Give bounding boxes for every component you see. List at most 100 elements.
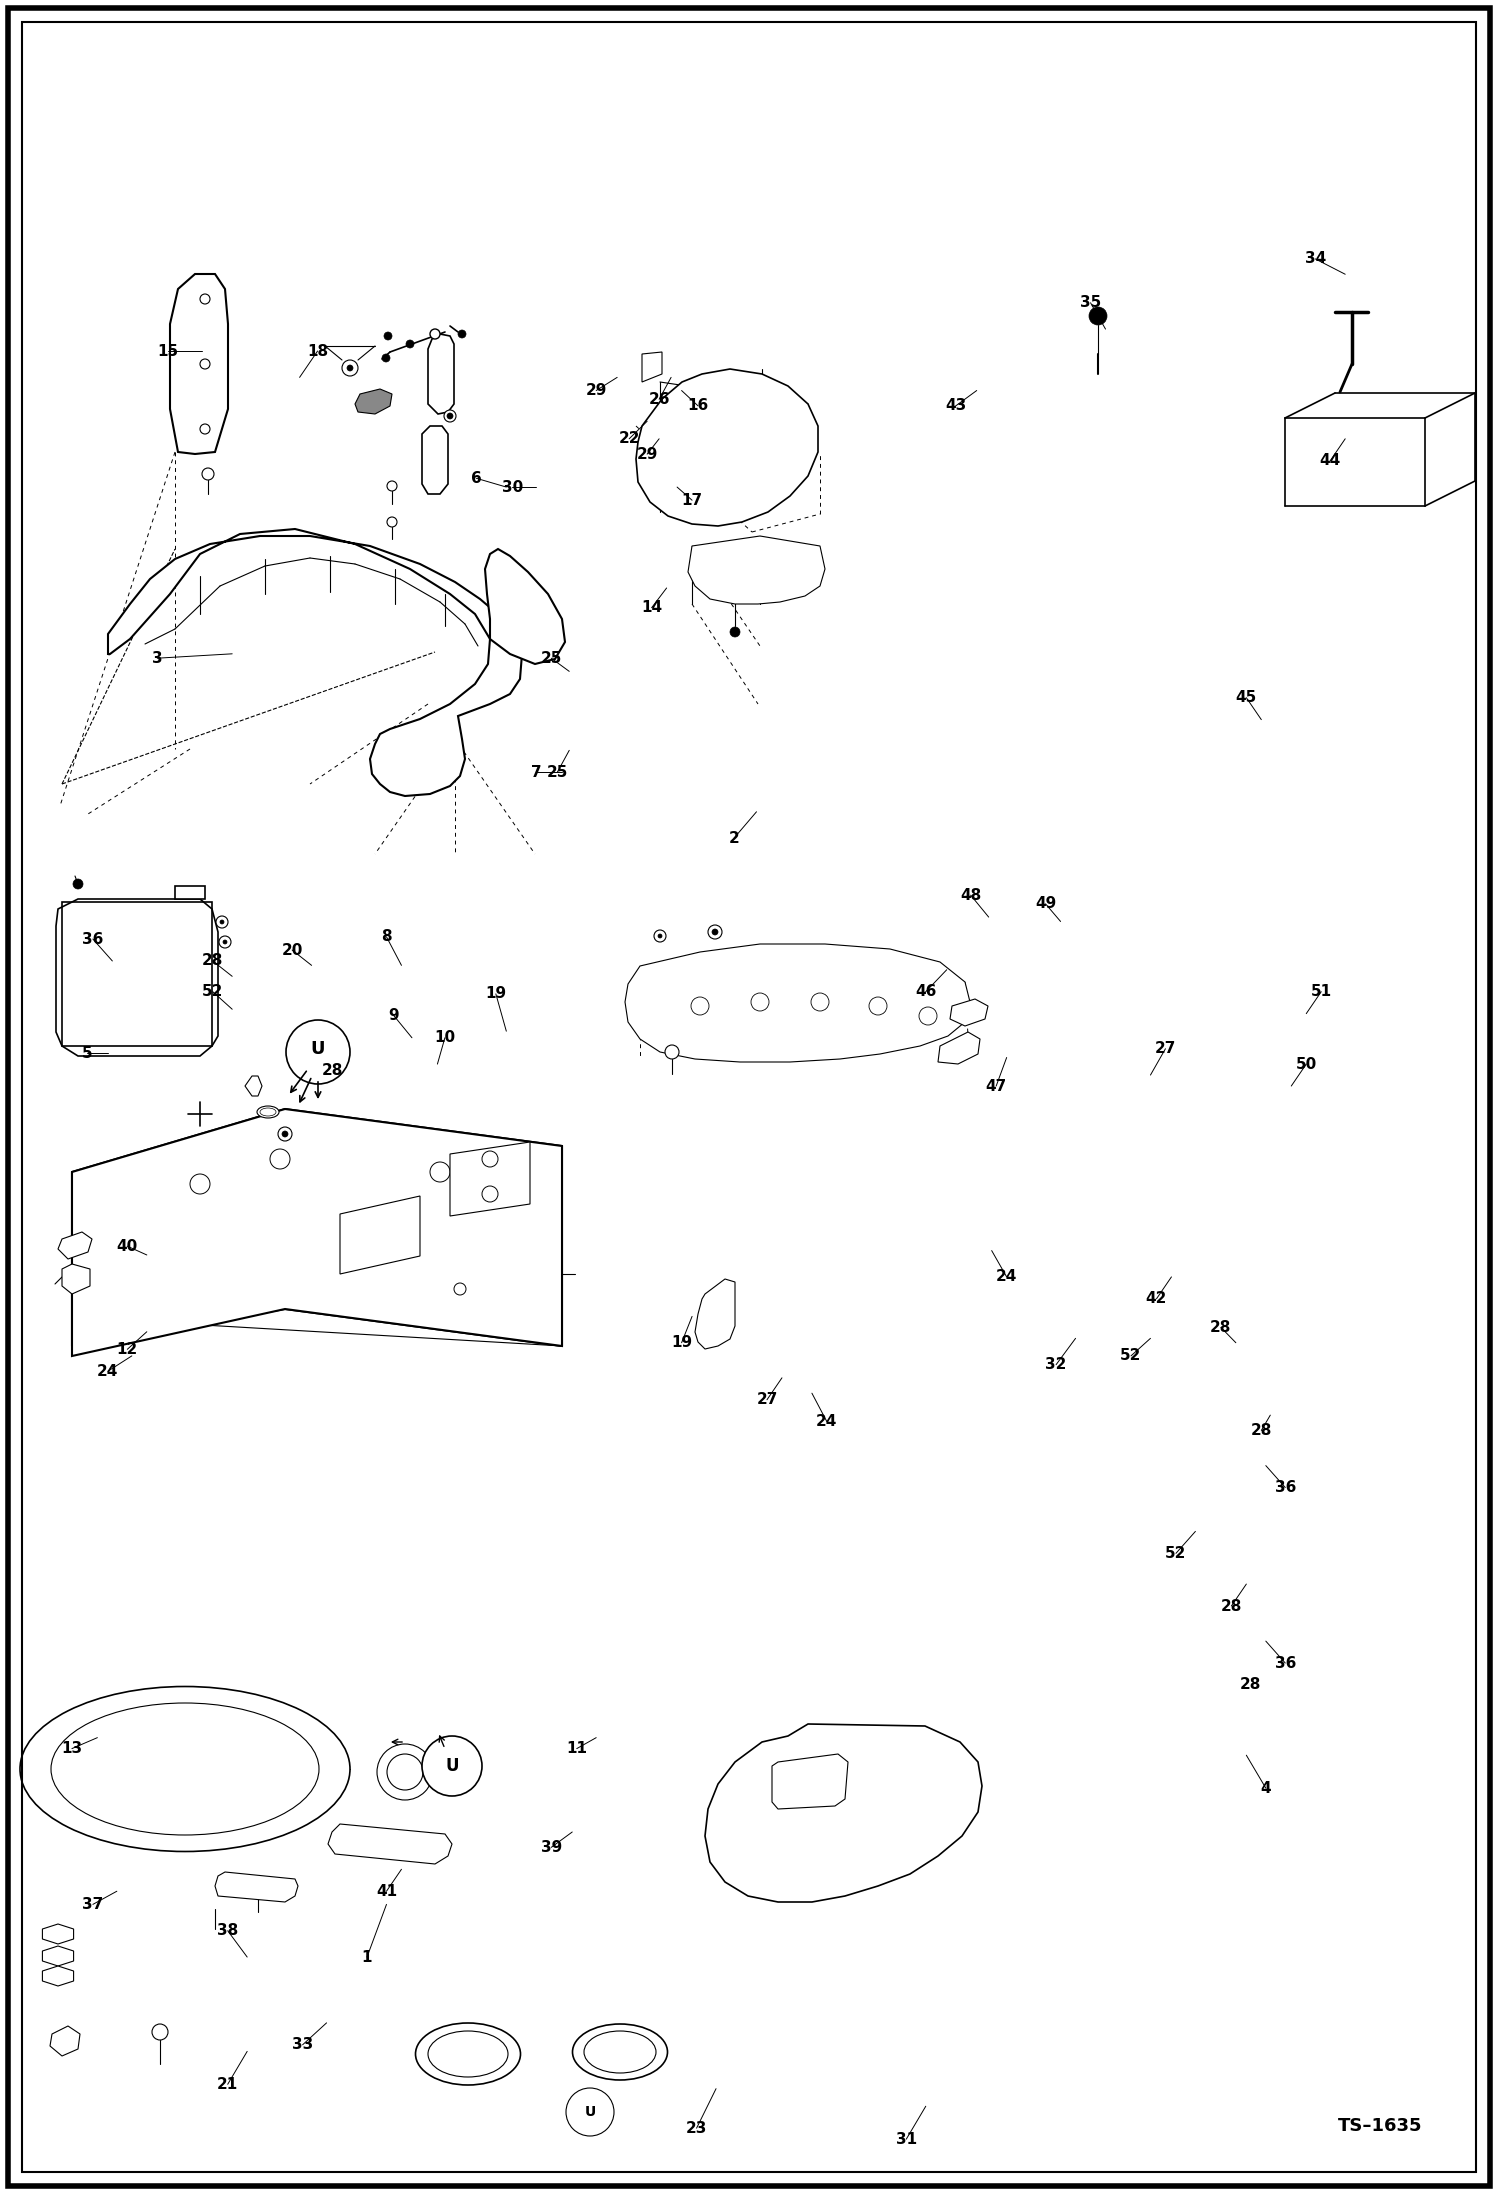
Text: 43: 43 [945, 399, 966, 412]
Text: 31: 31 [896, 2133, 917, 2146]
Text: 26: 26 [649, 393, 670, 406]
Text: 50: 50 [1296, 1058, 1317, 1071]
Text: 45: 45 [1236, 691, 1257, 704]
Circle shape [454, 1283, 466, 1294]
Polygon shape [771, 1753, 848, 1810]
Text: 3: 3 [151, 652, 163, 665]
Text: 24: 24 [97, 1365, 118, 1378]
Circle shape [730, 627, 740, 636]
Text: 28: 28 [1251, 1424, 1272, 1437]
Text: U: U [310, 1040, 325, 1058]
Text: 39: 39 [541, 1841, 562, 1854]
Ellipse shape [19, 1687, 351, 1852]
Text: 8: 8 [380, 930, 392, 943]
Circle shape [151, 2025, 168, 2040]
Circle shape [750, 994, 768, 1011]
Text: 23: 23 [686, 2122, 707, 2135]
Text: 36: 36 [82, 932, 103, 946]
Circle shape [430, 329, 440, 340]
Polygon shape [55, 900, 219, 1055]
Text: 41: 41 [376, 1885, 397, 1898]
Polygon shape [428, 333, 454, 415]
Circle shape [190, 1174, 210, 1194]
Text: 28: 28 [1240, 1678, 1261, 1692]
Text: 11: 11 [566, 1742, 587, 1755]
Text: 33: 33 [292, 2038, 313, 2051]
Circle shape [470, 1165, 490, 1187]
Circle shape [201, 360, 210, 369]
Text: 19: 19 [485, 987, 506, 1000]
Circle shape [286, 1020, 351, 1084]
Text: 52: 52 [202, 985, 223, 998]
Polygon shape [216, 1871, 298, 1902]
Text: 35: 35 [1080, 296, 1101, 309]
Circle shape [665, 1044, 679, 1060]
Text: 10: 10 [434, 1031, 455, 1044]
Text: 36: 36 [1275, 1481, 1296, 1494]
Polygon shape [422, 426, 448, 494]
Circle shape [201, 294, 210, 305]
Text: 2: 2 [728, 832, 740, 845]
Text: 27: 27 [756, 1393, 777, 1406]
Ellipse shape [584, 2032, 656, 2073]
Circle shape [386, 518, 397, 527]
Ellipse shape [51, 1703, 319, 1834]
Text: 13: 13 [61, 1742, 82, 1755]
Circle shape [458, 329, 466, 338]
Polygon shape [246, 1075, 262, 1097]
Circle shape [658, 935, 662, 939]
Text: 27: 27 [1155, 1042, 1176, 1055]
Text: U: U [584, 2104, 596, 2119]
Polygon shape [706, 1724, 983, 1902]
Circle shape [282, 1130, 288, 1136]
Polygon shape [637, 369, 818, 527]
Text: 38: 38 [217, 1924, 238, 1937]
Text: 1: 1 [361, 1950, 373, 1964]
Polygon shape [72, 1108, 562, 1356]
Circle shape [270, 1150, 291, 1169]
Text: 47: 47 [986, 1079, 1007, 1093]
Text: 48: 48 [960, 889, 981, 902]
Circle shape [382, 353, 389, 362]
Circle shape [406, 340, 413, 349]
Polygon shape [688, 535, 825, 603]
Circle shape [566, 2089, 614, 2137]
Circle shape [220, 919, 225, 924]
Circle shape [446, 412, 452, 419]
Circle shape [279, 1128, 292, 1141]
Polygon shape [449, 1143, 530, 1215]
Bar [61, 902, 213, 1047]
Polygon shape [49, 2025, 79, 2056]
Circle shape [386, 1753, 422, 1790]
Text: 29: 29 [637, 448, 658, 461]
Text: 19: 19 [671, 1336, 692, 1349]
Circle shape [482, 1187, 497, 1202]
Ellipse shape [415, 2023, 520, 2084]
Polygon shape [42, 1966, 73, 1986]
Circle shape [712, 928, 718, 935]
Circle shape [443, 410, 455, 421]
Polygon shape [61, 1264, 90, 1294]
Text: 32: 32 [1046, 1358, 1067, 1371]
Text: 42: 42 [1146, 1292, 1167, 1305]
Circle shape [219, 937, 231, 948]
Text: 28: 28 [1210, 1321, 1231, 1334]
Text: 36: 36 [1275, 1656, 1296, 1670]
Text: 25: 25 [541, 652, 562, 665]
Polygon shape [42, 1924, 73, 1944]
Circle shape [422, 1735, 482, 1797]
Circle shape [202, 467, 214, 480]
Circle shape [223, 939, 228, 943]
Ellipse shape [428, 2032, 508, 2078]
Text: 51: 51 [1311, 985, 1332, 998]
Polygon shape [328, 1823, 452, 1865]
Text: 9: 9 [388, 1009, 400, 1022]
Circle shape [73, 880, 82, 889]
Circle shape [383, 331, 392, 340]
Polygon shape [175, 886, 205, 900]
Text: 24: 24 [816, 1415, 837, 1428]
Text: 7: 7 [530, 766, 542, 779]
Text: 5: 5 [81, 1047, 93, 1060]
Text: 30: 30 [502, 480, 523, 494]
Polygon shape [643, 351, 662, 382]
